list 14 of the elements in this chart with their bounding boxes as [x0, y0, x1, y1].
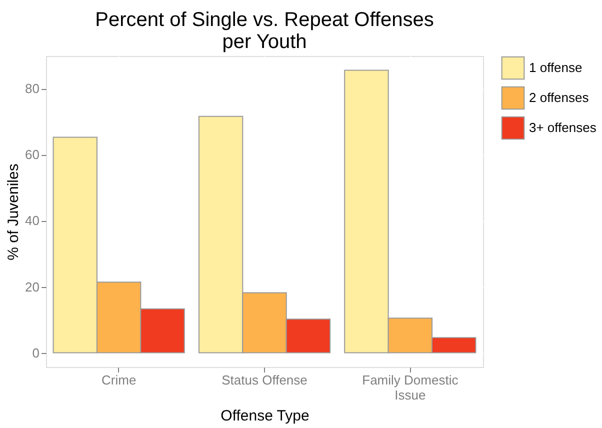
- y-tick-label: 0: [32, 345, 40, 360]
- y-tick-label: 60: [25, 147, 40, 162]
- legend-label: 1 offense: [529, 60, 582, 75]
- y-tick-label: 80: [25, 81, 40, 96]
- y-tick-label: 40: [25, 213, 40, 228]
- x-axis-title: Offense Type: [220, 408, 310, 424]
- x-tick-label: Status Offense: [222, 372, 308, 388]
- y-axis-title: % of Juveniles: [5, 164, 22, 260]
- legend-label: 3+ offenses: [529, 120, 597, 135]
- chart-title: Percent of Single vs. Repeat Offenses per Youth: [95, 9, 434, 53]
- x-tick-label: Family Domestic Issue: [362, 372, 459, 402]
- legend-label: 2 offenses: [529, 90, 590, 105]
- x-tick-label: Crime: [101, 372, 136, 388]
- y-tick-label: 20: [25, 279, 40, 294]
